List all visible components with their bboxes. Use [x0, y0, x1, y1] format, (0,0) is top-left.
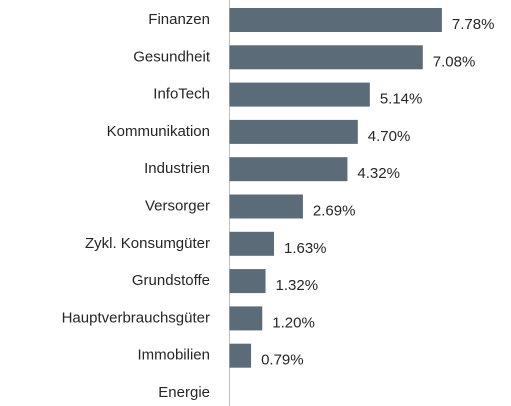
category-label: Finanzen [148, 11, 210, 28]
bar [229, 82, 370, 107]
bar [229, 8, 442, 32]
category-label: Energie [158, 384, 210, 401]
bar [229, 157, 348, 182]
bar [229, 343, 252, 368]
bar [229, 119, 358, 144]
value-label: 7.08% [433, 53, 476, 70]
value-label: 1.20% [272, 314, 315, 331]
value-label: 5.14% [380, 91, 423, 108]
value-label: 2.69% [313, 202, 356, 219]
bar [229, 306, 263, 331]
category-label: Hauptverbrauchsgüter [62, 309, 210, 326]
bar [229, 231, 274, 256]
value-label: 1.32% [276, 277, 319, 294]
bar [229, 45, 423, 70]
value-label: 0.79% [261, 352, 304, 369]
category-label: Zykl. Konsumgüter [85, 235, 210, 252]
category-label: Immobilien [137, 347, 210, 364]
category-label: Gesundheit [133, 48, 211, 65]
category-label: InfoTech [153, 86, 210, 103]
bar [229, 194, 303, 219]
category-label: Industrien [144, 160, 210, 177]
value-label: 1.63% [284, 240, 327, 257]
category-label: Kommunikation [107, 123, 210, 140]
value-label: 4.32% [357, 165, 400, 182]
bar [229, 269, 266, 294]
category-label: Grundstoffe [132, 272, 210, 289]
value-label: 7.78% [452, 16, 495, 33]
value-label: 4.70% [368, 128, 411, 145]
category-label: Versorger [145, 197, 210, 214]
